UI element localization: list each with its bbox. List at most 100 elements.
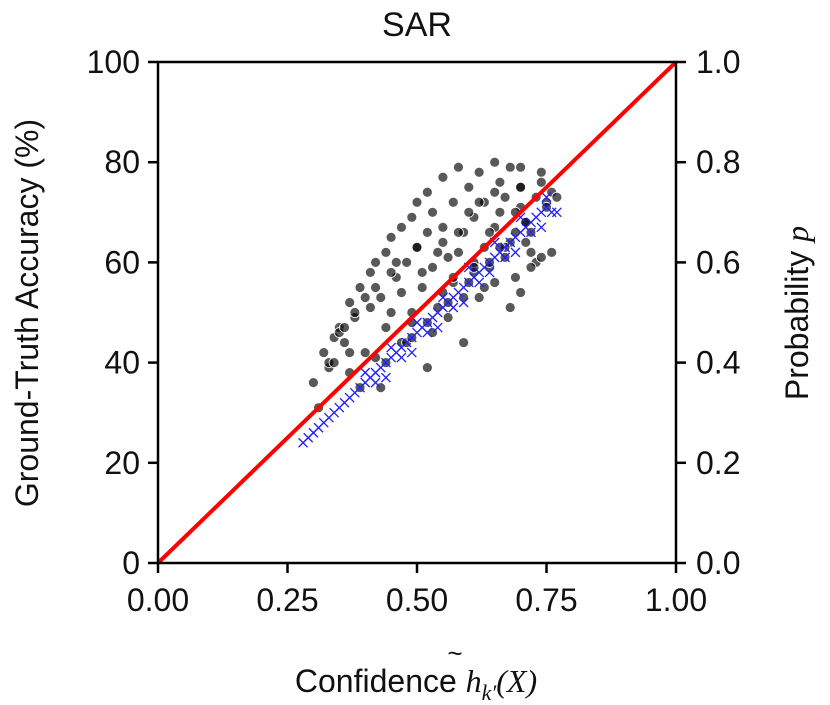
probability-point — [474, 277, 485, 288]
accuracy-point — [416, 267, 428, 278]
accuracy-point — [463, 206, 475, 218]
accuracy-point — [390, 256, 402, 268]
accuracy-point — [406, 211, 418, 223]
x-axis-ticks: 0.00 0.25 0.50 0.75 1.00 — [127, 563, 707, 618]
probability-point — [370, 377, 381, 388]
accuracy-point — [453, 226, 464, 238]
accuracy-point — [453, 161, 464, 173]
accuracy-point — [463, 181, 475, 193]
accuracy-point — [385, 307, 397, 318]
x-tick-label: 0.50 — [386, 582, 448, 618]
accuracy-point — [520, 236, 532, 248]
probability-point — [500, 252, 511, 263]
accuracy-point — [535, 251, 547, 263]
accuracy-point — [473, 292, 485, 303]
accuracy-point — [421, 226, 433, 238]
accuracy-point — [427, 262, 438, 273]
accuracy-point — [473, 166, 485, 178]
accuracy-point — [344, 297, 356, 308]
y-tick-label: 0 — [122, 545, 140, 581]
accuracy-point — [546, 246, 558, 258]
reference-line — [156, 60, 678, 565]
probability-point — [396, 352, 407, 363]
accuracy-point — [359, 292, 371, 303]
probability-point — [526, 227, 536, 238]
y2-tick-label: 0.2 — [696, 445, 740, 481]
accuracy-point — [515, 181, 526, 193]
probability-point — [510, 247, 521, 258]
accuracy-points — [307, 156, 563, 414]
accuracy-point — [432, 302, 444, 313]
probability-points — [298, 192, 562, 448]
y-tick-label: 80 — [104, 144, 140, 180]
y2-tick-label: 1.0 — [696, 44, 740, 80]
accuracy-point — [525, 262, 537, 273]
probability-point — [432, 322, 443, 333]
probability-point — [546, 207, 557, 218]
accuracy-point — [359, 347, 371, 358]
probability-point — [541, 192, 552, 203]
y2-tick-label: 0.8 — [696, 144, 740, 180]
accuracy-point — [504, 302, 516, 313]
accuracy-point — [489, 277, 501, 288]
y-axis-label: Ground-Truth Accuracy (%) — [9, 119, 45, 507]
y2-tick-label: 0.6 — [696, 244, 740, 280]
x-axis-label-symbol: h — [466, 663, 482, 699]
y2-axis-label: Probability p — [779, 226, 815, 400]
accuracy-point — [432, 246, 444, 258]
x-tick-label: 0.25 — [256, 582, 318, 618]
x-axis-label-suffix: (X) — [496, 663, 537, 699]
accuracy-point — [328, 357, 340, 369]
accuracy-point — [535, 166, 547, 178]
y2-tick-label: 0.0 — [696, 545, 740, 581]
accuracy-point — [551, 191, 563, 203]
accuracy-point — [349, 307, 361, 318]
accuracy-point — [364, 302, 376, 313]
y-tick-label: 20 — [104, 445, 140, 481]
accuracy-point — [437, 221, 449, 233]
svg-text:Confidence hk′(X): Confidence hk′(X) — [295, 663, 537, 705]
probability-point — [551, 207, 562, 218]
accuracy-point — [453, 246, 464, 258]
accuracy-point — [499, 191, 511, 203]
accuracy-point — [515, 161, 526, 173]
accuracy-point — [364, 267, 376, 278]
accuracy-point — [473, 196, 485, 208]
accuracy-point — [385, 267, 397, 278]
x-axis-label-sub: k′ — [482, 680, 498, 705]
accuracy-point — [385, 231, 397, 243]
accuracy-point — [354, 282, 366, 293]
accuracy-point — [344, 347, 356, 358]
accuracy-point — [401, 256, 413, 268]
accuracy-point — [339, 322, 350, 333]
y2-tick-label: 0.4 — [696, 345, 740, 381]
accuracy-point — [504, 161, 516, 173]
x-axis-label: Confidence hk′(X) ~ — [295, 638, 537, 705]
accuracy-point — [427, 206, 438, 218]
probability-point — [458, 297, 469, 308]
accuracy-point — [494, 176, 506, 188]
accuracy-point — [411, 241, 423, 253]
accuracy-point — [458, 337, 470, 348]
accuracy-point — [535, 176, 547, 188]
accuracy-point — [489, 186, 501, 198]
probability-point — [406, 347, 417, 358]
probability-point — [386, 342, 397, 353]
x-axis-label-prefix: Confidence — [295, 663, 466, 699]
probability-point — [360, 367, 371, 378]
probability-point — [412, 317, 422, 328]
accuracy-point — [437, 171, 449, 183]
probability-point — [380, 372, 391, 383]
y-tick-label: 60 — [104, 244, 140, 280]
accuracy-point — [510, 226, 521, 238]
accuracy-point — [339, 337, 350, 348]
y-tick-label: 40 — [104, 345, 140, 381]
accuracy-point — [442, 312, 454, 323]
probability-point — [437, 292, 448, 303]
accuracy-point — [421, 186, 433, 198]
accuracy-point — [396, 221, 407, 233]
probability-point — [448, 302, 459, 313]
accuracy-point — [447, 196, 459, 208]
svg-text:~: ~ — [447, 638, 462, 668]
